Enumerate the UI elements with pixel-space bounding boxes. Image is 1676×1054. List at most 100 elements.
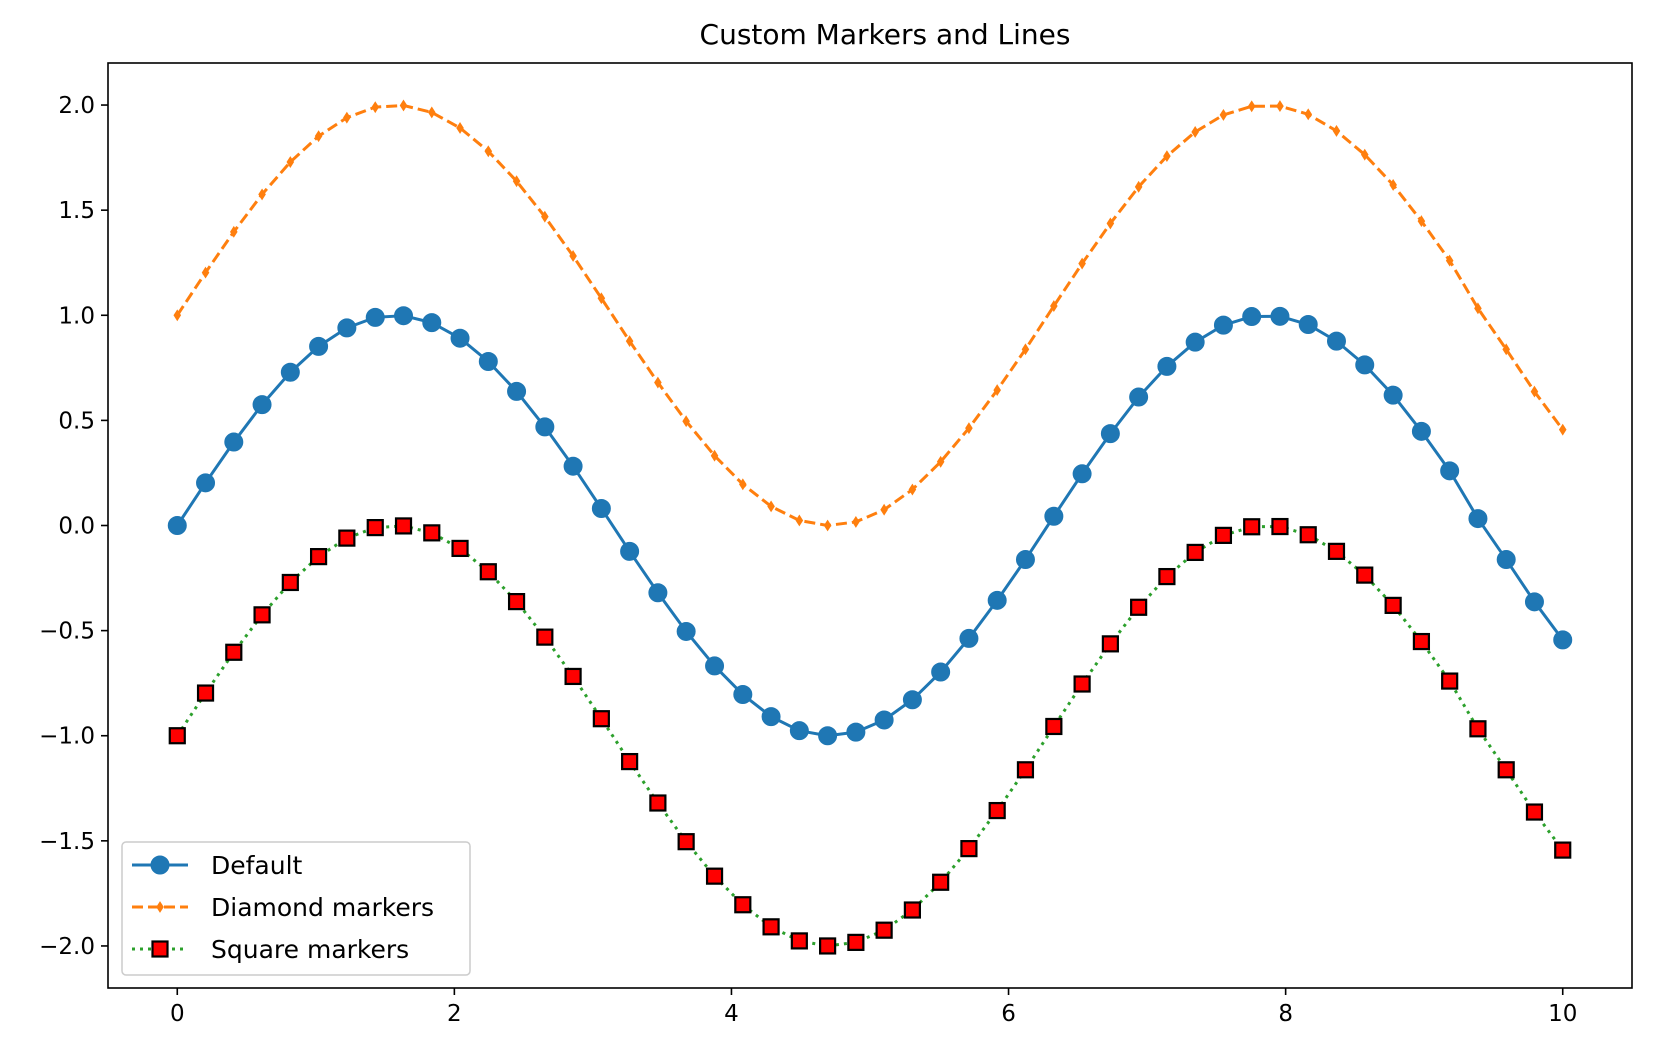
data-point bbox=[1411, 421, 1431, 441]
data-point bbox=[1530, 385, 1539, 398]
data-point bbox=[1524, 592, 1544, 612]
data-point bbox=[167, 516, 187, 535]
data-point bbox=[1445, 254, 1454, 267]
data-point bbox=[1332, 124, 1341, 137]
series-2 bbox=[173, 99, 1567, 532]
legend-marker bbox=[151, 940, 169, 958]
data-point bbox=[337, 318, 357, 338]
data-point bbox=[224, 432, 244, 452]
data-point bbox=[314, 130, 323, 143]
chart-title: Custom Markers and Lines bbox=[700, 18, 1071, 51]
data-point bbox=[1496, 550, 1516, 570]
data-point bbox=[987, 590, 1007, 610]
data-point bbox=[253, 606, 271, 624]
data-point bbox=[1073, 675, 1091, 693]
data-point bbox=[739, 478, 747, 491]
data-point bbox=[1440, 461, 1460, 481]
data-point bbox=[902, 690, 922, 710]
data-point bbox=[823, 519, 832, 532]
data-point bbox=[366, 519, 384, 537]
data-point bbox=[1129, 387, 1149, 407]
data-point bbox=[1016, 761, 1035, 779]
data-point bbox=[309, 336, 329, 356]
y-tick-label: −1.5 bbox=[39, 829, 95, 855]
data-point bbox=[959, 628, 979, 648]
data-point bbox=[1185, 332, 1205, 352]
data-point bbox=[168, 727, 186, 745]
data-point bbox=[931, 662, 951, 682]
data-point bbox=[592, 710, 610, 728]
data-point bbox=[309, 548, 328, 566]
data-point bbox=[625, 335, 634, 348]
data-point bbox=[1389, 179, 1397, 191]
data-point bbox=[478, 352, 498, 372]
data-point bbox=[932, 873, 950, 891]
series-1 bbox=[167, 306, 1573, 746]
data-point bbox=[201, 266, 210, 279]
data-point bbox=[422, 313, 442, 333]
y-tick-label: −1.0 bbox=[39, 724, 95, 750]
data-point bbox=[450, 328, 470, 348]
x-tick-label: 0 bbox=[170, 1001, 185, 1027]
legend-entry-1: Default bbox=[132, 851, 303, 880]
axes: 0 2 4 6 8 10 −2.0 −1.5 −1.0 −0.5 0.0 0.5 1.0 1.5 2.0 bbox=[39, 62, 1633, 1027]
x-tick-label: 4 bbox=[724, 1001, 739, 1027]
data-point bbox=[621, 752, 639, 771]
data-point bbox=[1101, 635, 1119, 653]
data-point bbox=[903, 901, 921, 919]
data-point bbox=[710, 449, 719, 462]
data-point bbox=[846, 722, 866, 742]
data-point bbox=[1134, 180, 1143, 193]
data-point bbox=[1270, 306, 1290, 326]
data-point bbox=[936, 455, 945, 468]
data-point bbox=[479, 563, 497, 581]
data-point bbox=[507, 593, 526, 611]
data-point bbox=[648, 583, 668, 603]
data-point bbox=[1078, 257, 1086, 270]
data-point bbox=[484, 145, 493, 158]
data-point bbox=[1474, 302, 1482, 315]
data-point bbox=[591, 498, 611, 518]
data-point bbox=[286, 156, 295, 168]
x-tick-label: 2 bbox=[447, 1001, 462, 1027]
data-point bbox=[1021, 343, 1030, 356]
data-point bbox=[1384, 596, 1402, 614]
data-point bbox=[1213, 315, 1233, 335]
data-point bbox=[880, 503, 888, 516]
data-point bbox=[733, 685, 753, 705]
data-point bbox=[280, 362, 300, 382]
data-point bbox=[790, 932, 808, 950]
data-point bbox=[1130, 598, 1148, 616]
data-point bbox=[762, 918, 780, 936]
data-point bbox=[196, 684, 215, 702]
series-3 bbox=[168, 517, 1572, 955]
data-point bbox=[1050, 300, 1058, 312]
data-point bbox=[564, 667, 582, 686]
data-point bbox=[1158, 567, 1176, 586]
data-point bbox=[1271, 517, 1289, 536]
data-point bbox=[761, 707, 781, 727]
data-point bbox=[1497, 761, 1515, 779]
legend: Default Diamond markers Square markers bbox=[121, 841, 471, 976]
y-tick-label: −0.5 bbox=[39, 619, 95, 645]
data-point bbox=[852, 515, 860, 528]
data-point bbox=[1015, 550, 1035, 570]
data-point bbox=[1186, 543, 1204, 562]
data-point bbox=[1554, 841, 1572, 859]
data-point bbox=[1072, 464, 1092, 484]
data-point bbox=[1327, 542, 1346, 560]
data-point bbox=[1441, 672, 1459, 690]
data-point bbox=[371, 101, 380, 114]
data-point bbox=[1468, 509, 1488, 529]
data-point bbox=[1383, 385, 1403, 405]
legend-label: Diamond markers bbox=[211, 893, 434, 922]
data-point bbox=[1243, 518, 1261, 536]
data-point bbox=[258, 188, 266, 201]
x-tick-label: 10 bbox=[1548, 1001, 1577, 1027]
legend-marker bbox=[156, 901, 164, 913]
data-point bbox=[1044, 506, 1064, 526]
data-point bbox=[394, 517, 413, 535]
y-tick-label: 0.5 bbox=[58, 408, 95, 434]
data-point bbox=[960, 840, 978, 858]
